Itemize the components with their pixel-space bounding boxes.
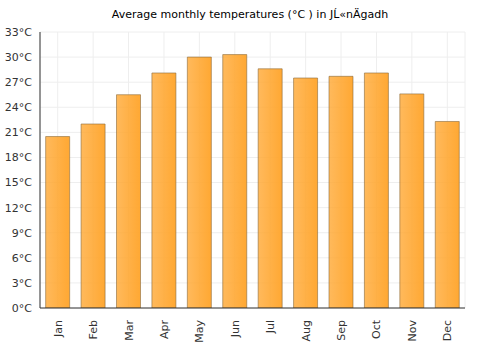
svg-text:Feb: Feb <box>87 320 100 339</box>
svg-text:30°C: 30°C <box>8 51 32 64</box>
svg-text:Oct: Oct <box>370 319 383 339</box>
svg-text:27°C: 27°C <box>8 76 32 89</box>
svg-text:Jan: Jan <box>52 320 65 338</box>
svg-text:Sep: Sep <box>335 320 348 341</box>
svg-text:12°C: 12°C <box>8 202 32 215</box>
svg-text:6°C: 6°C <box>12 252 32 265</box>
svg-text:21°C: 21°C <box>8 126 32 139</box>
svg-text:3°C: 3°C <box>12 277 32 290</box>
svg-text:Jun: Jun <box>229 320 242 338</box>
svg-text:Nov: Nov <box>406 320 419 342</box>
svg-text:Apr: Apr <box>158 320 171 340</box>
svg-text:Aug: Aug <box>300 320 313 341</box>
svg-text:May: May <box>193 320 206 343</box>
svg-text:15°C: 15°C <box>8 176 32 189</box>
svg-text:Jul: Jul <box>264 320 277 334</box>
svg-text:9°C: 9°C <box>12 227 32 240</box>
svg-text:Mar: Mar <box>123 320 136 341</box>
svg-text:0°C: 0°C <box>12 302 32 315</box>
svg-text:18°C: 18°C <box>8 151 32 164</box>
html-text:Average monthly temperatures (: Average monthly temperatures (°C ) in JĹ… <box>111 8 389 21</box>
svg-text:Dec: Dec <box>441 320 454 341</box>
svg-text:33°C: 33°C <box>8 26 32 39</box>
svg-text:24°C: 24°C <box>8 101 32 114</box>
